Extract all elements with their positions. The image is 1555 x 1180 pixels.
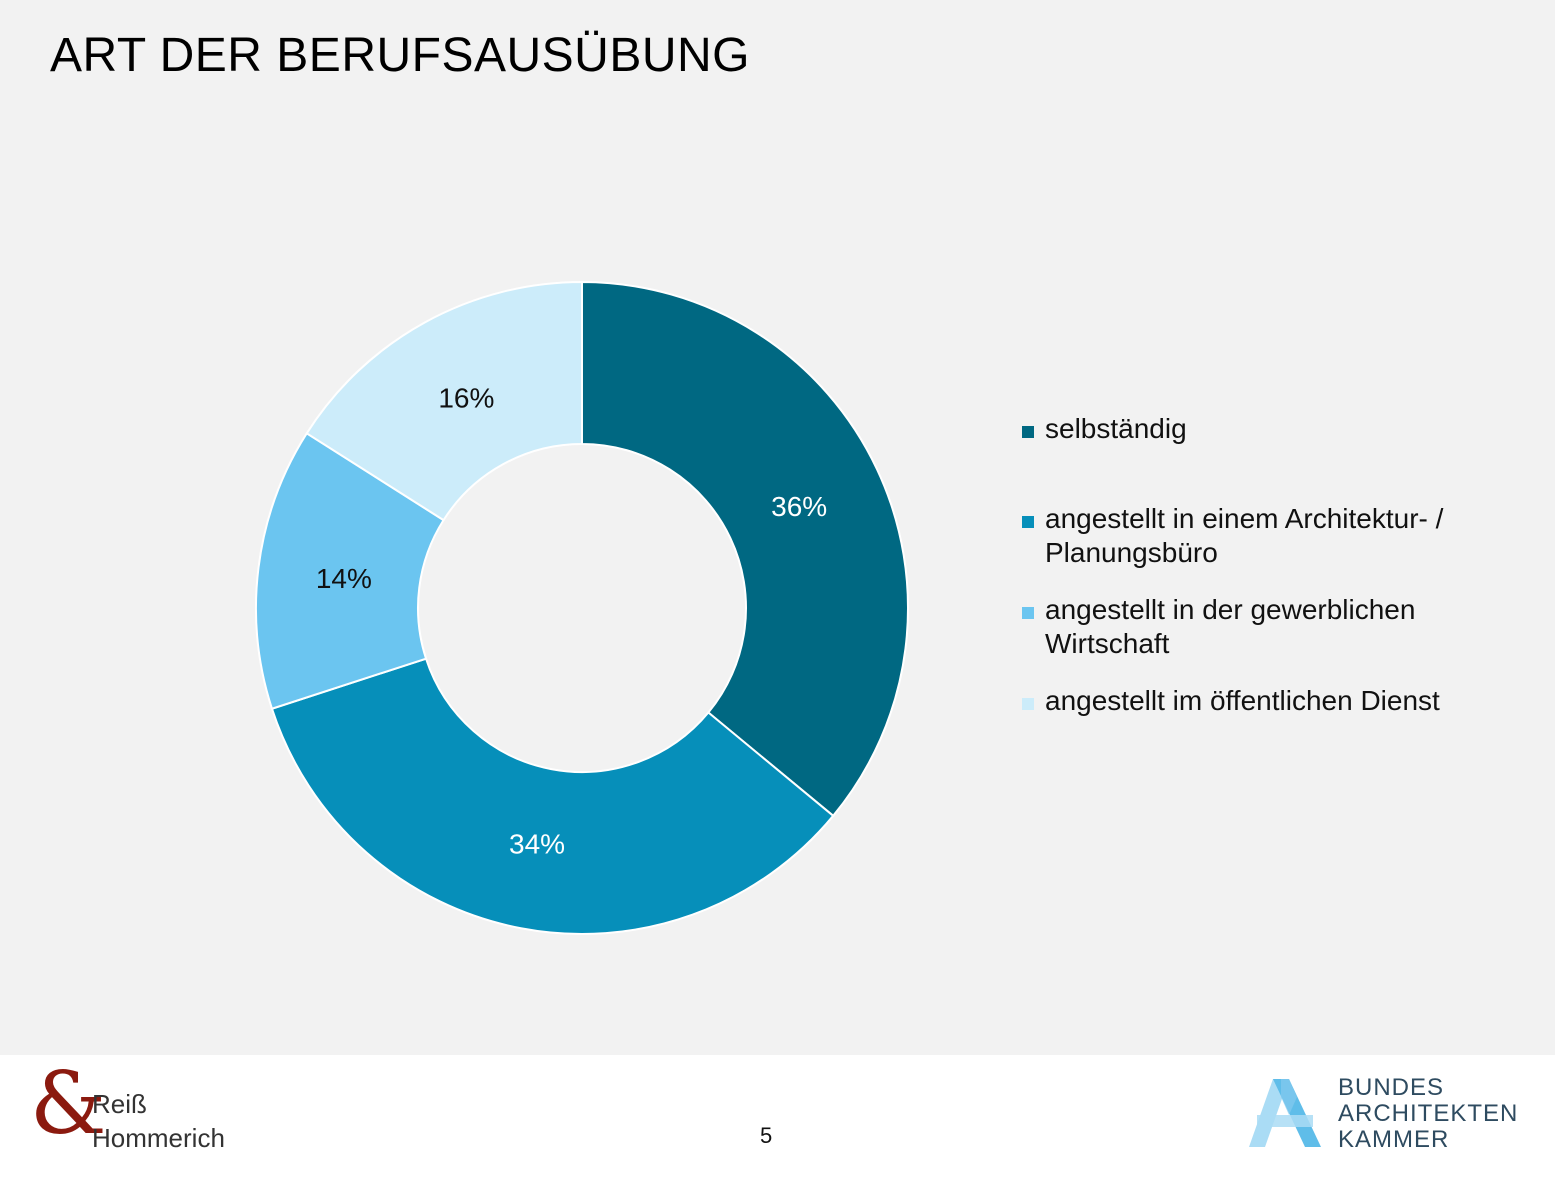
ampersand-icon: & bbox=[30, 1054, 107, 1154]
donut-slice-gewerbliche-wirtschaft bbox=[255, 431, 445, 711]
logo-line-2: Hommerich bbox=[92, 1123, 225, 1153]
logo-line-1: Reiß bbox=[92, 1089, 147, 1119]
donut-chart: 36% 34% 14% 16% bbox=[255, 280, 909, 935]
donut-slice-architekturbuero bbox=[270, 657, 835, 935]
legend-swatch bbox=[1022, 426, 1034, 438]
legend-item-selbstaendig: selbständig bbox=[1022, 412, 1502, 446]
logo-line-2: ARCHITEKTEN bbox=[1338, 1100, 1519, 1127]
logo-line-1: BUNDES bbox=[1338, 1074, 1445, 1101]
chart-legend: selbständig angestellt in einem Architek… bbox=[1022, 412, 1502, 718]
legend-label: selbständig bbox=[1045, 413, 1187, 444]
legend-label: angestellt in einem Architektur- / bbox=[1045, 503, 1444, 534]
legend-label-continued: Planungsbüro bbox=[1045, 537, 1218, 568]
legend-label-continued: Wirtschaft bbox=[1045, 628, 1170, 659]
data-label-architekturbuero: 34% bbox=[509, 829, 565, 860]
data-label-oeffentlicher-dienst: 16% bbox=[438, 383, 494, 414]
footer: & Reiß Hommerich 5 BUNDES ARCHITEKTEN KA… bbox=[0, 1055, 1555, 1180]
slide-area: ART DER BERUFSAUSÜBUNG 36% 34% 14% 16% selb… bbox=[0, 0, 1555, 1055]
donut-slice-selbstaendig bbox=[581, 280, 909, 818]
page-number: 5 bbox=[760, 1123, 773, 1148]
legend-swatch bbox=[1022, 698, 1034, 710]
architekten-a-icon bbox=[1249, 1079, 1321, 1147]
bundesarchitektenkammer-logo: BUNDES ARCHITEKTEN KAMMER bbox=[1245, 1073, 1525, 1173]
legend-swatch bbox=[1022, 516, 1034, 528]
legend-item-oeffentlicher-dienst: angestellt im öffentlichen Dienst bbox=[1022, 684, 1502, 718]
legend-item-architekturbuero: angestellt in einem Architektur- / Planu… bbox=[1022, 502, 1502, 570]
data-label-gewerbliche-wirtschaft: 14% bbox=[316, 563, 372, 594]
legend-swatch bbox=[1022, 607, 1034, 619]
slide-title: ART DER BERUFSAUSÜBUNG bbox=[50, 29, 751, 82]
bak-text: BUNDES ARCHITEKTEN KAMMER bbox=[1338, 1075, 1518, 1153]
donut-slice-oeffentlicher-dienst bbox=[305, 280, 583, 522]
reiss-hommerich-text: Reiß Hommerich bbox=[92, 1087, 225, 1155]
legend-label: angestellt in der gewerblichen bbox=[1045, 594, 1416, 625]
data-label-selbstaendig: 36% bbox=[771, 491, 827, 522]
legend-item-gewerbliche-wirtschaft: angestellt in der gewerblichen Wirtschaf… bbox=[1022, 593, 1502, 661]
logo-line-3: KAMMER bbox=[1338, 1126, 1450, 1153]
reiss-hommerich-logo: & Reiß Hommerich bbox=[30, 1061, 260, 1157]
legend-label: angestellt im öffentlichen Dienst bbox=[1045, 685, 1440, 716]
